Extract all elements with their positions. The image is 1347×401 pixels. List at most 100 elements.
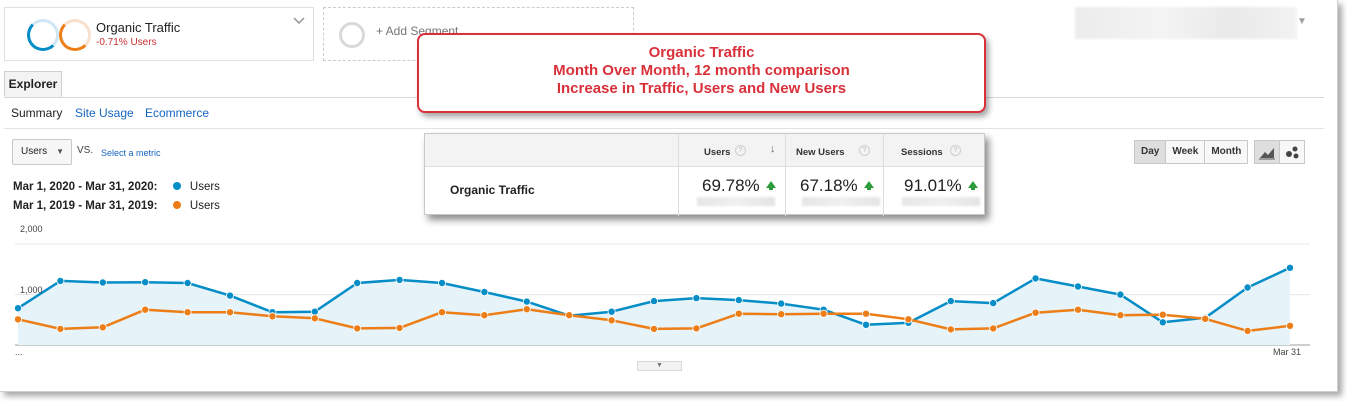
data-point-current <box>310 307 319 316</box>
users-line-chart <box>15 243 1310 346</box>
data-point-current <box>437 279 446 288</box>
x-tick-label: Mar 31 <box>1273 347 1302 357</box>
legend-current: Mar 1, 2020 - Mar 31, 2020: Users <box>13 181 220 193</box>
legend-previous-label: Users <box>189 200 220 212</box>
caret-down-icon[interactable]: ▼ <box>1297 16 1307 27</box>
users-change-value: 69.78% <box>702 176 760 195</box>
series-area-current <box>18 267 1290 345</box>
increase-arrow-icon <box>864 181 874 188</box>
data-point-previous <box>353 324 362 333</box>
data-point-previous <box>819 309 828 318</box>
data-point-previous <box>183 308 192 317</box>
data-point-previous <box>56 324 65 333</box>
subtab-site-usage[interactable]: Site Usage <box>75 106 134 120</box>
sort-arrow-icon[interactable]: ↓ <box>770 143 776 155</box>
data-point-previous <box>1074 305 1083 314</box>
legend-current-label: Users <box>189 181 220 193</box>
analytics-explorer-panel: Organic Traffic -0.71% Users + Add Segme… <box>0 0 1338 392</box>
subtab-ecommerce[interactable]: Ecommerce <box>145 106 210 120</box>
data-point-previous <box>734 309 743 318</box>
increase-arrow-icon <box>766 181 776 188</box>
legend-dot-previous-icon <box>172 201 181 209</box>
data-point-current <box>15 304 22 313</box>
redacted-value <box>802 197 880 206</box>
line-chart-button[interactable] <box>1254 140 1280 164</box>
data-point-current <box>1158 318 1167 327</box>
data-point-current <box>1243 283 1252 292</box>
data-point-previous <box>1158 310 1167 319</box>
section-divider <box>4 128 1324 129</box>
data-point-previous <box>565 311 574 320</box>
account-selector-redacted[interactable] <box>1075 7 1297 39</box>
new-users-change-value: 67.18% <box>800 176 858 195</box>
column-new-users: New Users ? 67.18% <box>785 134 883 216</box>
data-point-previous <box>946 325 955 334</box>
help-icon[interactable]: ? <box>735 145 746 156</box>
segment-selector[interactable]: Organic Traffic -0.71% Users <box>4 7 314 61</box>
subtab-summary[interactable]: Summary <box>11 106 63 120</box>
column-header-users[interactable]: Users <box>704 147 731 158</box>
select-metric-link[interactable]: Select a metric <box>101 148 161 158</box>
help-icon[interactable]: ? <box>950 145 961 156</box>
collapse-chart-handle[interactable]: ▼ <box>637 361 682 371</box>
segment-rings <box>27 19 91 51</box>
data-point-current <box>734 296 743 305</box>
y-tick-label: 2,000 <box>20 224 43 234</box>
data-point-current <box>777 299 786 308</box>
data-point-previous <box>1031 308 1040 317</box>
column-header-new-users[interactable]: New Users <box>796 147 845 158</box>
data-point-current <box>1286 263 1295 272</box>
redacted-value <box>902 197 980 206</box>
data-point-current <box>522 297 531 306</box>
data-point-current <box>56 276 65 285</box>
metric-dropdown[interactable]: Users ▼ <box>12 139 72 165</box>
data-point-previous <box>15 315 22 324</box>
table-row-label: Organic Traffic <box>450 183 535 197</box>
tab-explorer[interactable]: Explorer <box>4 71 62 97</box>
column-sessions: Sessions ? 91.01% <box>883 134 986 216</box>
data-point-previous <box>141 305 150 314</box>
callout-line-3: Increase in Traffic, Users and New Users <box>556 80 847 97</box>
data-point-previous <box>1243 326 1252 335</box>
motion-chart-button[interactable] <box>1279 140 1305 164</box>
legend-previous-range: Mar 1, 2019 - Mar 31, 2019: <box>13 200 158 212</box>
data-point-current <box>395 275 404 284</box>
data-point-previous <box>395 323 404 332</box>
redacted-value <box>697 197 775 206</box>
week-button[interactable]: Week <box>1165 140 1206 164</box>
comparison-table-header <box>425 134 984 167</box>
help-icon[interactable]: ? <box>859 145 870 156</box>
segment-subtitle: -0.71% Users <box>96 37 157 48</box>
data-point-current <box>946 297 955 306</box>
data-point-previous <box>650 324 659 333</box>
data-point-current <box>1031 274 1040 283</box>
column-header-sessions[interactable]: Sessions <box>901 147 943 158</box>
data-point-previous <box>225 308 234 317</box>
data-point-current <box>480 288 489 297</box>
annotation-callout: Organic Traffic Month Over Month, 12 mon… <box>417 33 986 113</box>
data-point-current <box>141 278 150 287</box>
legend-previous: Mar 1, 2019 - Mar 31, 2019: Users <box>13 200 220 212</box>
month-button[interactable]: Month <box>1204 140 1249 164</box>
increase-arrow-stem <box>971 187 975 190</box>
data-point-previous <box>1201 314 1210 323</box>
data-point-previous <box>692 324 701 333</box>
data-point-current <box>353 279 362 288</box>
segment-ring-previous-icon <box>59 19 91 51</box>
data-point-current <box>1116 290 1125 299</box>
callout-line-1: Organic Traffic <box>648 44 755 61</box>
data-point-current <box>183 279 192 288</box>
y-tick-label: 1,000 <box>20 285 43 295</box>
chart-type-buttons <box>1254 140 1305 164</box>
data-point-current <box>98 278 107 287</box>
chevron-down-icon[interactable] <box>293 14 305 28</box>
segment-ring-current-icon <box>27 19 59 51</box>
column-users: Users ? ↓ 69.78% <box>678 134 785 216</box>
vs-label: VS. <box>77 145 94 156</box>
increase-arrow-stem <box>769 187 773 190</box>
data-point-previous <box>777 310 786 319</box>
day-button[interactable]: Day <box>1134 140 1167 164</box>
legend-current-range: Mar 1, 2020 - Mar 31, 2020: <box>13 181 158 193</box>
data-point-previous <box>268 312 277 321</box>
data-point-previous <box>607 316 616 325</box>
